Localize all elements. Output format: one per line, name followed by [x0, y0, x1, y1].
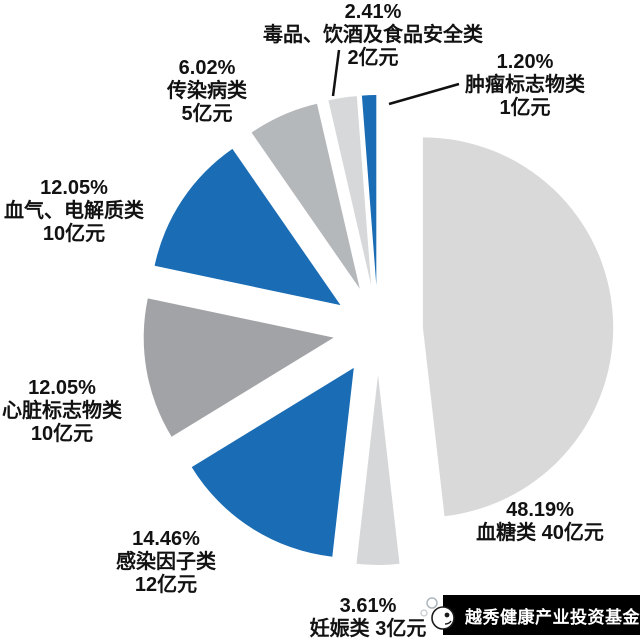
label-zhongliu: 1.20% 肿瘤标志物类 1亿元: [465, 51, 585, 120]
label-xuetang-percent: 48.19%: [506, 499, 574, 521]
label-chuanran-name: 传染病类: [167, 80, 247, 102]
label-zhongliu-value: 1亿元: [499, 97, 551, 119]
label-xinzang-name: 心脏标志物类: [2, 400, 122, 422]
label-xuetang-name: 血糖类 40亿元: [476, 522, 604, 544]
label-chuanran: 6.02% 传染病类 5亿元: [167, 57, 247, 126]
watermark-banner: 越秀健康产业投资基金: [443, 595, 640, 635]
label-xinzang: 12.05% 心脏标志物类 10亿元: [2, 377, 122, 446]
label-xueqi-name: 血气、电解质类: [4, 200, 144, 222]
pie-slice-xueqi: [154, 148, 341, 306]
label-ganran-value: 12亿元: [134, 574, 198, 596]
leader-line-duping: [331, 49, 341, 97]
label-chuanran-percent: 6.02%: [178, 57, 236, 79]
label-xueqi-value: 10亿元: [42, 223, 106, 245]
pie-slice-renshen: [356, 375, 400, 566]
mascot-logo-icon: [420, 597, 455, 630]
leader-line-zhongliu: [388, 82, 460, 106]
label-xueqi: 12.05% 血气、电解质类 10亿元: [4, 177, 144, 246]
label-duping-value: 2亿元: [347, 47, 399, 69]
pie-slice-duping: [328, 96, 372, 286]
pie-slice-xuetang: [422, 137, 614, 517]
label-ganran-percent: 14.46%: [132, 528, 200, 550]
label-zhongliu-name: 肿瘤标志物类: [465, 74, 585, 96]
label-duping-name: 毒品、饮酒及食品安全类: [263, 24, 483, 46]
pie-slice-zhongliu: [361, 95, 377, 285]
pie-slice-ganran: [191, 367, 354, 557]
watermark-text: 越秀健康产业投资基金: [465, 607, 640, 627]
pie-slice-chuanran: [251, 103, 360, 289]
label-zhongliu-percent: 1.20%: [496, 51, 554, 73]
pie-slice-xinzang: [143, 298, 334, 437]
pie-slices: [143, 95, 614, 566]
label-duping-percent: 2.41%: [344, 1, 402, 23]
label-xinzang-value: 10亿元: [30, 423, 94, 445]
label-ganran: 14.46% 感染因子类 12亿元: [116, 528, 216, 597]
label-renshen-name: 妊娠类 3亿元: [309, 618, 427, 640]
label-renshen: 3.61% 妊娠类 3亿元: [310, 595, 427, 641]
label-chuanran-value: 5亿元: [181, 103, 233, 125]
label-xueqi-percent: 12.05%: [40, 177, 108, 199]
label-ganran-name: 感染因子类: [116, 551, 216, 573]
label-renshen-percent: 3.61%: [339, 595, 397, 617]
label-duping: 2.41% 毒品、饮酒及食品安全类 2亿元: [263, 1, 483, 70]
label-xuetang: 48.19% 血糖类 40亿元: [476, 499, 604, 545]
label-xinzang-percent: 12.05%: [28, 377, 96, 399]
